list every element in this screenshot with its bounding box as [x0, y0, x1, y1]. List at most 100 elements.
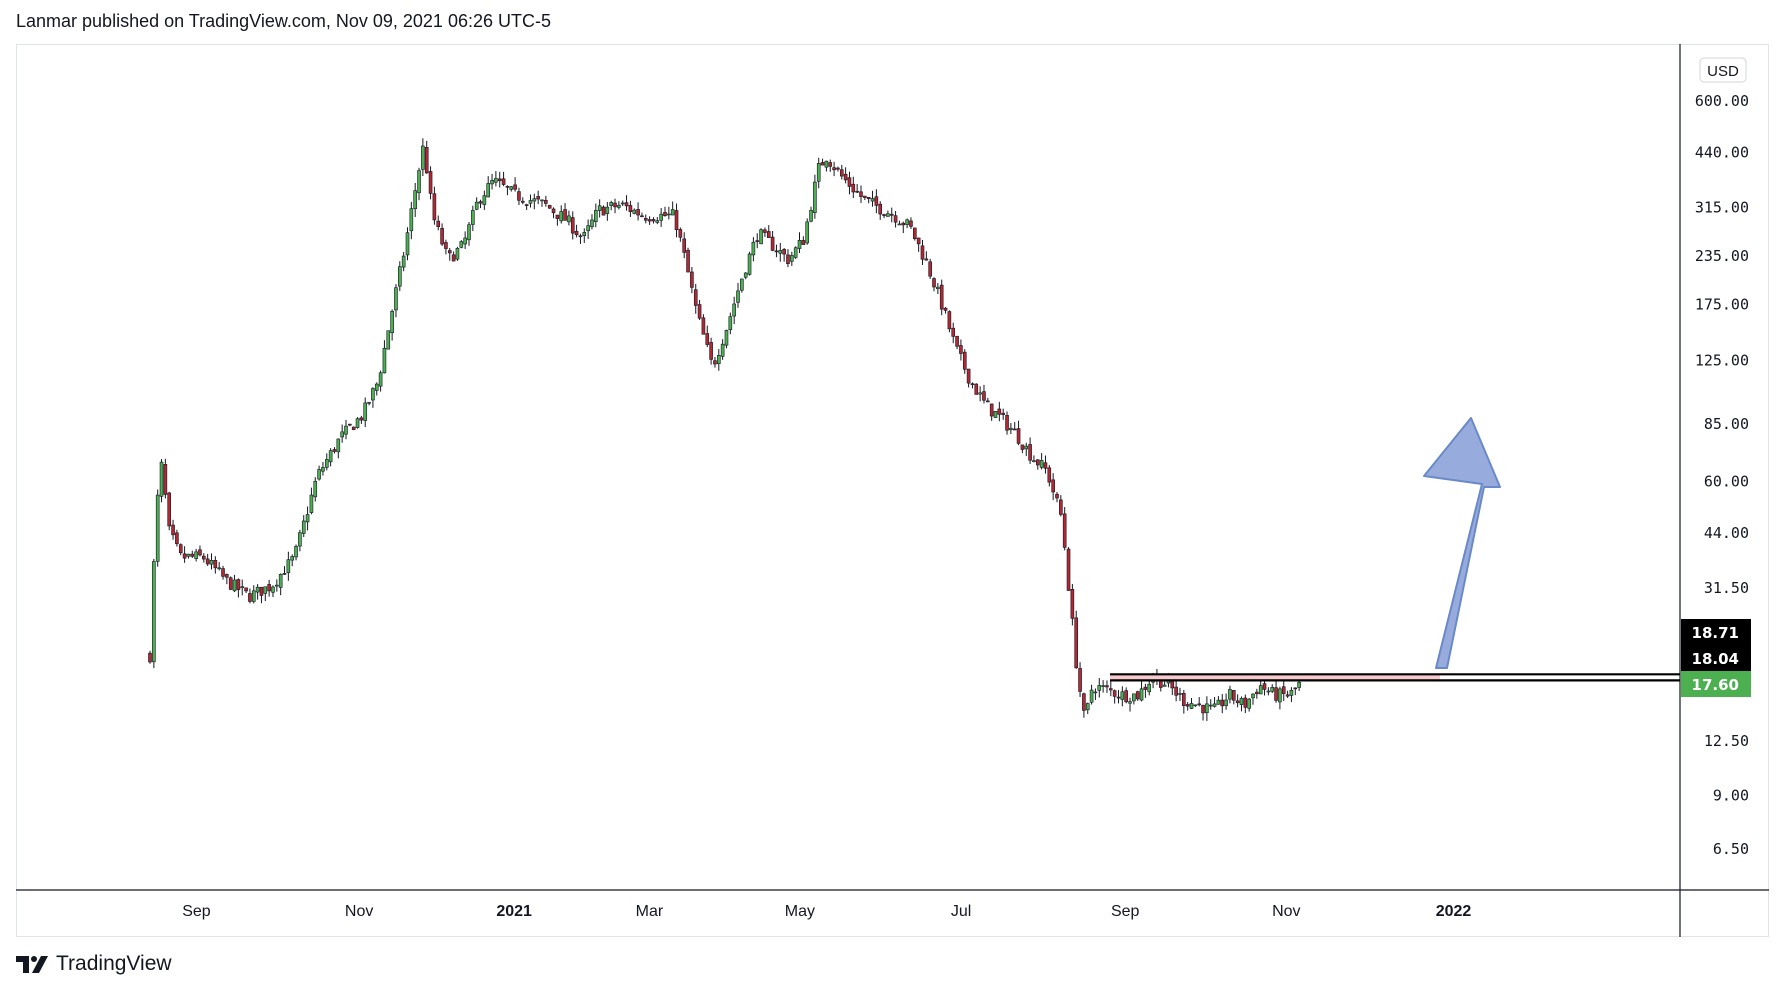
candle — [1297, 679, 1301, 691]
candle — [544, 195, 548, 207]
candle — [755, 233, 760, 249]
candle — [271, 585, 275, 598]
candle — [643, 214, 648, 224]
candle — [1247, 698, 1251, 712]
candle — [163, 458, 168, 499]
candle — [697, 299, 702, 320]
candle — [766, 225, 771, 238]
candle — [839, 164, 844, 180]
candle — [317, 465, 321, 481]
candle — [167, 491, 172, 531]
candle — [878, 201, 883, 220]
candle — [1039, 453, 1044, 470]
candle — [889, 207, 894, 223]
candle — [259, 586, 264, 604]
candle — [205, 553, 210, 566]
price-axis[interactable]: 600.00 440.00 315.00 235.00 175.00 125.00 85.0… — [1695, 92, 1749, 858]
candle — [1082, 692, 1086, 718]
candle — [1293, 687, 1298, 696]
y-tick-label: 31.50 — [1704, 579, 1749, 597]
candle — [1185, 701, 1190, 711]
candle — [924, 251, 929, 261]
candle — [828, 159, 833, 172]
candle — [1116, 690, 1121, 704]
candle — [959, 339, 963, 361]
candle — [305, 506, 310, 531]
candle — [447, 247, 452, 261]
candle — [194, 548, 198, 562]
candle — [513, 177, 517, 192]
candle — [570, 211, 575, 240]
candle — [559, 205, 564, 224]
candle — [870, 190, 875, 207]
y-tick-label: 85.00 — [1704, 415, 1749, 433]
candle — [178, 543, 183, 556]
x-tick-label: 2022 — [1436, 903, 1472, 920]
candle — [528, 194, 533, 208]
candle — [1289, 687, 1294, 703]
candle — [1055, 492, 1059, 503]
candle — [743, 272, 748, 280]
candle — [782, 248, 786, 262]
candle — [1028, 437, 1032, 464]
candle — [1124, 687, 1128, 704]
candle — [1132, 693, 1136, 705]
candle — [655, 217, 660, 225]
candle — [909, 217, 913, 229]
candle — [547, 204, 552, 209]
price-label-text: 18.04 — [1692, 650, 1739, 668]
candle — [1035, 459, 1040, 470]
candle — [740, 278, 744, 293]
price-label-text: 17.60 — [1692, 676, 1739, 694]
candle — [763, 227, 767, 237]
candle — [182, 546, 187, 563]
candle — [494, 171, 498, 187]
candle — [551, 207, 556, 219]
candle — [236, 578, 241, 598]
candle — [1005, 411, 1009, 435]
candle — [866, 196, 871, 204]
price-labels: 18.71 18.04 17.60 — [1681, 619, 1751, 697]
y-tick-label: 440.00 — [1695, 143, 1749, 161]
tradingview-brand[interactable]: TradingView — [16, 952, 172, 976]
candle — [251, 585, 256, 604]
candle — [813, 174, 817, 219]
x-tick-label: Nov — [1272, 903, 1300, 920]
candle — [1112, 689, 1117, 704]
candle — [152, 558, 156, 669]
candle — [1074, 610, 1079, 669]
candle — [1024, 442, 1029, 457]
candle — [947, 310, 952, 333]
candle — [424, 140, 429, 174]
candle — [586, 219, 590, 240]
candle — [209, 553, 214, 570]
candle — [355, 417, 360, 429]
candle — [1235, 694, 1240, 708]
candle — [1059, 495, 1063, 517]
candle — [505, 185, 510, 196]
time-axis[interactable]: Sep Nov 2021 Mar May Jul Sep Nov 2022 — [182, 903, 1471, 920]
candle — [851, 176, 856, 198]
candle — [874, 189, 879, 214]
candle — [255, 584, 260, 600]
candle — [497, 171, 502, 188]
currency-badge[interactable]: USD — [1699, 57, 1747, 83]
candle — [378, 370, 383, 392]
x-tick-label: Jul — [951, 903, 971, 920]
candle — [240, 579, 245, 596]
candle — [159, 459, 164, 503]
candle — [290, 554, 294, 567]
candle — [709, 337, 713, 365]
candle — [155, 489, 160, 567]
candle — [1012, 422, 1017, 431]
candle — [636, 202, 640, 221]
candle — [1001, 408, 1005, 420]
candle — [471, 205, 475, 232]
candle — [409, 201, 414, 240]
candle — [321, 462, 325, 476]
candle — [567, 210, 571, 226]
candle — [1089, 684, 1094, 705]
breakout-arrow[interactable] — [1423, 417, 1501, 669]
candle — [1189, 698, 1194, 710]
